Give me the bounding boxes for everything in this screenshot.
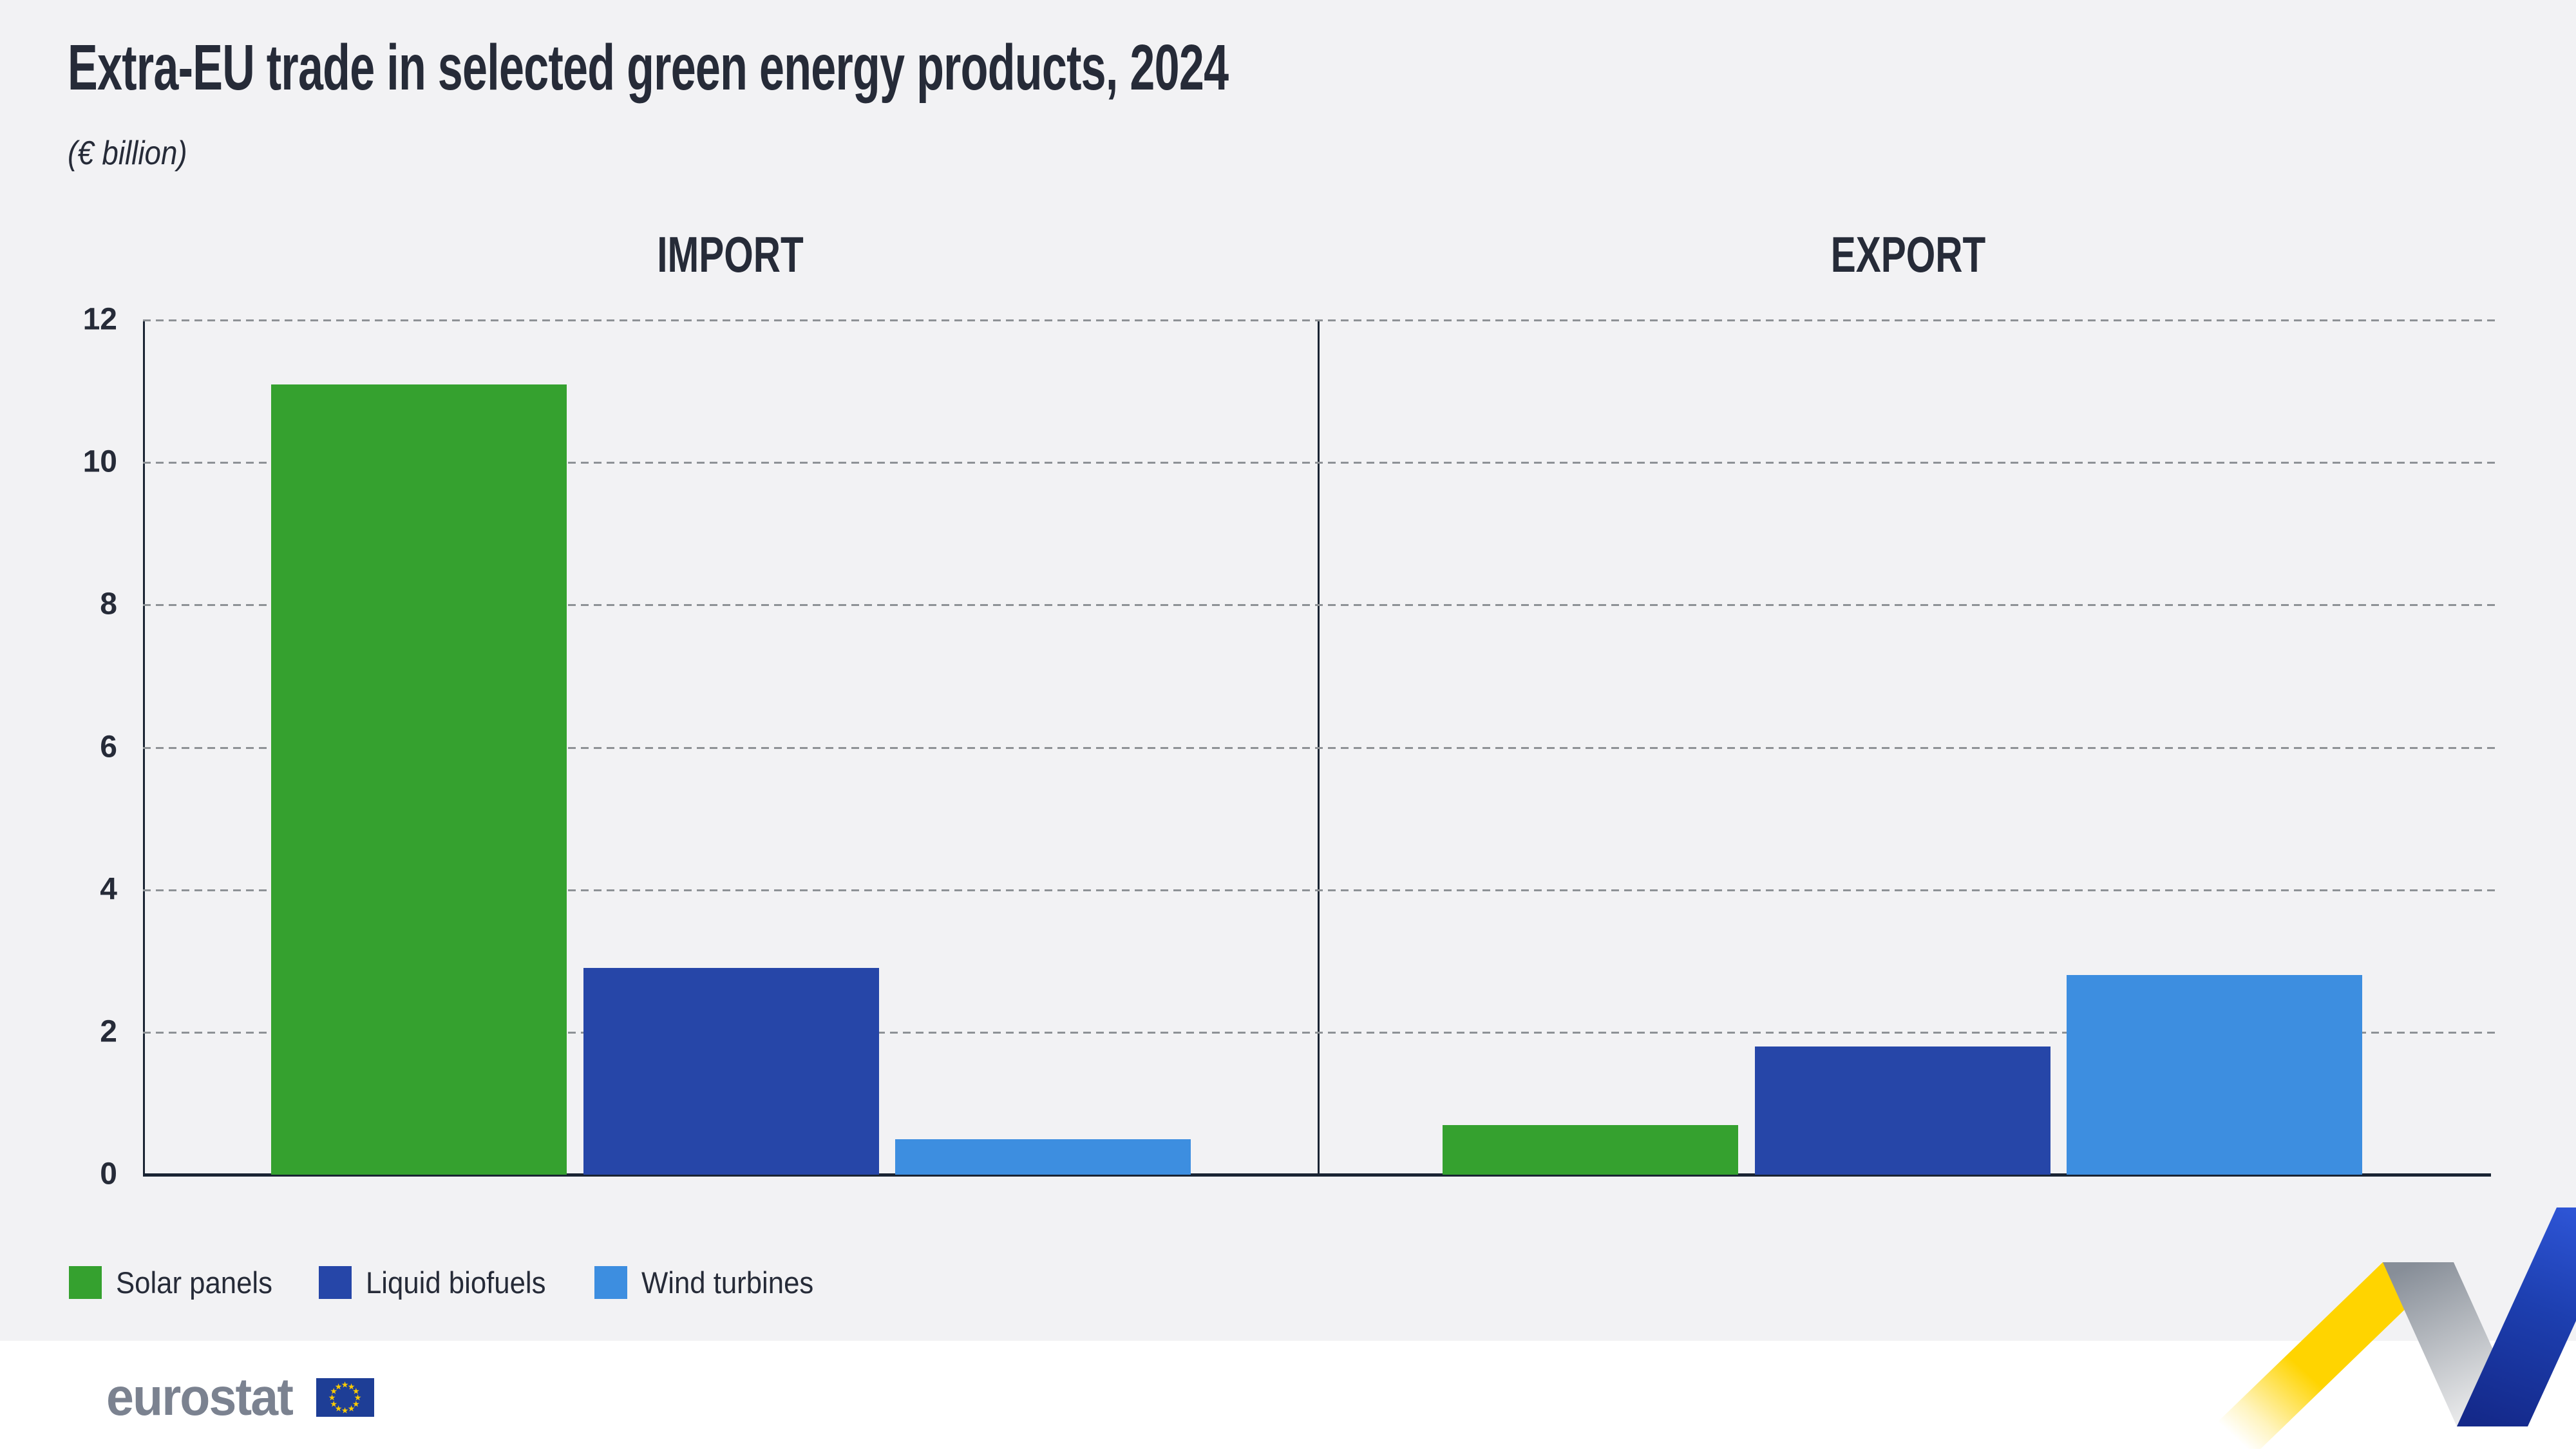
y-tick-label-4: 4 <box>100 872 117 907</box>
eurostat-wordmark: eurostat <box>106 1368 294 1426</box>
star-icon: ★ <box>347 1381 355 1392</box>
bar-import-wind-turbines <box>895 1139 1191 1175</box>
star-icon: ★ <box>334 1403 343 1414</box>
bar-export-wind-turbines <box>2067 975 2362 1175</box>
panel-heading-import: IMPORT <box>657 226 804 283</box>
ribbon-yellow-stroke <box>2190 1262 2454 1449</box>
star-icon: ★ <box>352 1386 360 1396</box>
gridline-6 <box>143 746 2499 749</box>
panel-heading-export: EXPORT <box>1830 226 1986 283</box>
y-tick-label-12: 12 <box>82 302 117 337</box>
bar-export-solar-panels <box>1443 1125 1738 1175</box>
legend-swatch-liquid-biofuels <box>319 1266 352 1299</box>
star-icon: ★ <box>330 1399 338 1409</box>
y-tick-label-6: 6 <box>100 729 117 764</box>
eu-flag-icon: ★ ★ ★ ★ ★ ★ ★ ★ ★ ★ ★ ★ <box>316 1378 374 1417</box>
legend-label: Wind turbines <box>641 1265 814 1300</box>
star-icon: ★ <box>347 1403 355 1414</box>
x-axis-line <box>143 1173 2491 1177</box>
plot-area: 0 2 4 6 8 10 12 <box>83 302 2499 1191</box>
bar-import-solar-panels <box>271 384 567 1175</box>
star-icon: ★ <box>341 1405 349 1416</box>
gridline-4 <box>143 889 2499 891</box>
y-tick-label-10: 10 <box>82 444 117 479</box>
legend-swatch-wind-turbines <box>594 1266 627 1299</box>
ribbon-blue-stroke <box>2457 1208 2576 1426</box>
legend-label: Liquid biofuels <box>366 1265 546 1300</box>
legend-item-liquid-biofuels: Liquid biofuels <box>319 1265 560 1300</box>
gridline-12 <box>143 319 2499 321</box>
legend-item-wind-turbines: Wind turbines <box>594 1265 826 1300</box>
star-icon: ★ <box>354 1392 362 1403</box>
legend-swatch-solar-panels <box>69 1266 102 1299</box>
y-tick-label-8: 8 <box>100 587 117 621</box>
star-icon: ★ <box>352 1399 360 1409</box>
star-icon: ★ <box>334 1381 343 1392</box>
page-title: Extra-EU trade in selected green energy … <box>68 32 1229 104</box>
legend-label: Solar panels <box>116 1265 272 1300</box>
bar-import-liquid-biofuels <box>583 968 879 1175</box>
gridline-2 <box>143 1031 2499 1034</box>
ribbon-decoration <box>2190 1208 2576 1449</box>
star-icon: ★ <box>341 1379 349 1390</box>
y-tick-label-2: 2 <box>100 1014 117 1049</box>
legend-item-solar-panels: Solar panels <box>69 1265 284 1300</box>
legend: Solar panels Liquid biofuels Wind turbin… <box>69 1265 826 1300</box>
eurostat-logo: eurostat ★ ★ ★ ★ ★ ★ ★ ★ ★ ★ ★ ★ <box>106 1367 374 1428</box>
gridline-8 <box>143 604 2499 607</box>
page-subtitle: (€ billion) <box>68 135 187 172</box>
star-icon: ★ <box>328 1392 336 1403</box>
star-icon: ★ <box>330 1386 338 1396</box>
y-tick-label-0: 0 <box>100 1157 117 1191</box>
gridline-10 <box>143 462 2499 464</box>
bar-export-liquid-biofuels <box>1755 1046 2050 1175</box>
